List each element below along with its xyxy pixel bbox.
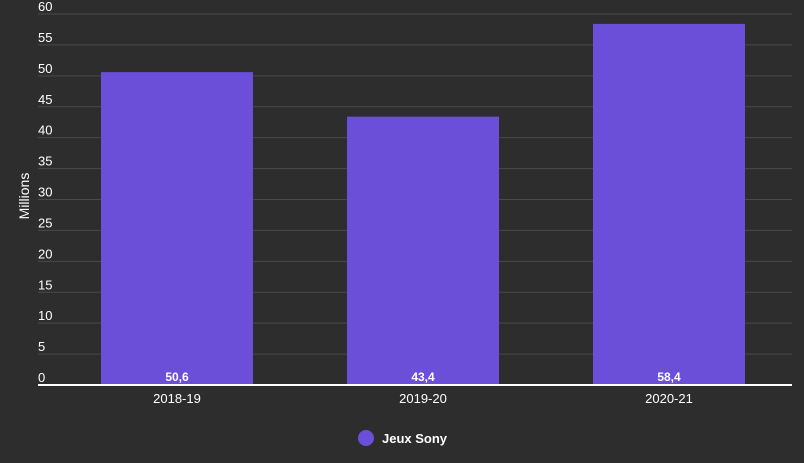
bar-2018-19[interactable] <box>101 72 253 385</box>
y-tick-label: 50 <box>38 61 52 76</box>
y-tick-label: 55 <box>38 30 52 45</box>
legend-label-jeux-sony: Jeux Sony <box>382 431 448 446</box>
y-tick-label: 10 <box>38 308 52 323</box>
x-tick-label-2019-20: 2019-20 <box>399 391 447 406</box>
y-tick-label: 45 <box>38 92 52 107</box>
y-tick-label: 40 <box>38 123 52 138</box>
legend-swatch-jeux-sony <box>358 430 374 446</box>
bar-2020-21[interactable] <box>593 23 745 385</box>
y-tick-label: 25 <box>38 215 52 230</box>
y-tick-label: 20 <box>38 246 52 261</box>
y-tick-label: 15 <box>38 277 52 292</box>
data-label-2018-19: 50,6 <box>165 370 189 384</box>
x-axis-ticks: 2018-19 2019-20 2020-21 <box>153 391 693 406</box>
y-tick-label: 35 <box>38 154 52 169</box>
x-tick-label-2020-21: 2020-21 <box>645 391 693 406</box>
y-tick-label: 30 <box>38 185 52 200</box>
data-label-2020-21: 58,4 <box>657 370 681 384</box>
y-axis-label: Millions <box>16 173 32 220</box>
y-tick-label: 5 <box>38 339 45 354</box>
bars: 50,6 43,4 58,4 <box>101 23 745 385</box>
y-tick-label: 0 <box>38 370 45 385</box>
y-tick-label: 60 <box>38 0 52 14</box>
bar-2019-20[interactable] <box>347 116 499 385</box>
x-tick-label-2018-19: 2018-19 <box>153 391 201 406</box>
legend[interactable]: Jeux Sony <box>358 430 448 446</box>
data-label-2019-20: 43,4 <box>411 370 435 384</box>
y-axis-ticks: 0 5 10 15 20 25 30 35 40 45 50 55 60 <box>38 0 52 385</box>
